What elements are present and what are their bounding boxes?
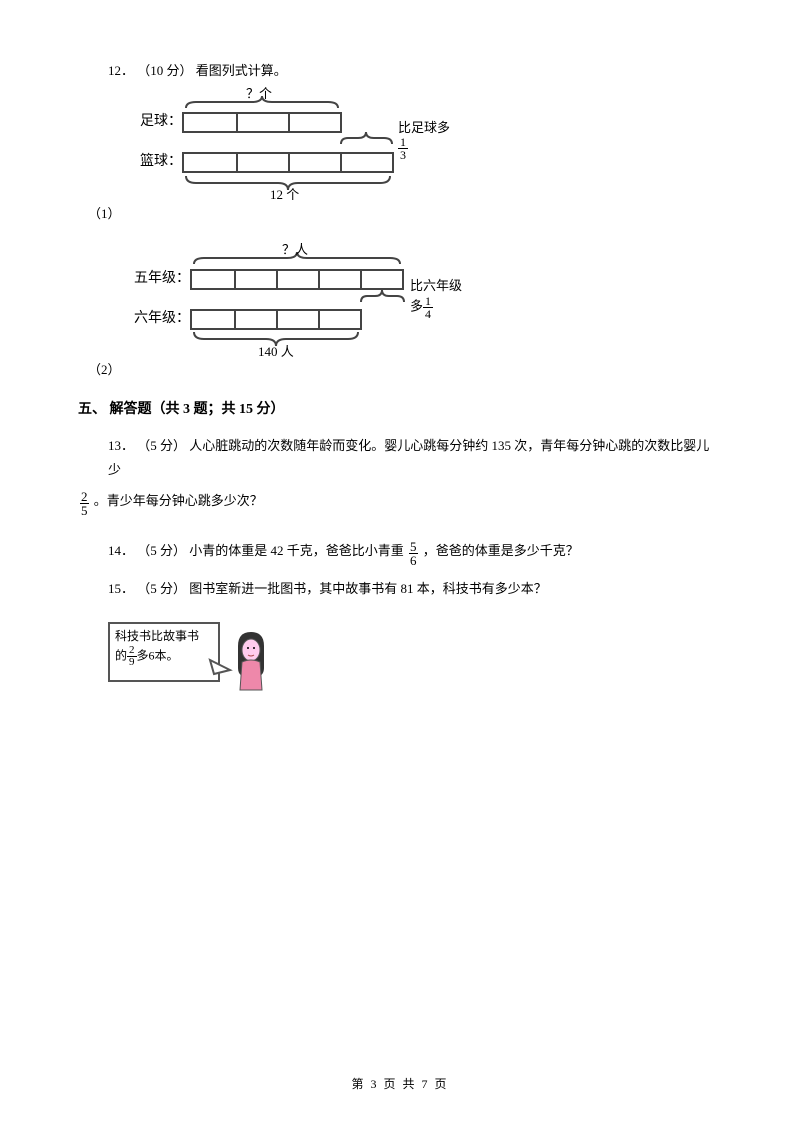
frac-n: 1 (398, 136, 408, 149)
q13-line2: 25 。青少年每分钟心跳多少次？ (78, 489, 722, 517)
frac-n: 2 (80, 490, 89, 504)
frac-d: 6 (409, 554, 418, 567)
d2-bar2 (190, 309, 362, 330)
q15-figure: 科技书比故事书 的29多6本。 (108, 622, 288, 712)
bubble-line1: 科技书比故事书 (115, 629, 199, 643)
d1-side-label: 比足球多13 (398, 120, 456, 161)
d2-top-label: ？人 (282, 238, 308, 263)
d2-row2-label: 六年级： (126, 306, 190, 333)
q12-points: （10 分） (137, 63, 192, 78)
q13-line1: 13． （5 分） 人心脏跳动的次数随年龄而变化。婴儿心跳每分钟约 135 次，… (78, 434, 722, 483)
side-brace-1 (340, 114, 400, 150)
d1-bot-label: 12 个 (270, 183, 299, 208)
d1-side-text: 比足球多 (398, 120, 450, 135)
bubble-line2-post: 多6本。 (137, 648, 179, 662)
q15-line: 15． （5 分） 图书室新进一批图书，其中故事书有 81 本，科技书有多少本？ (78, 577, 722, 602)
d2-side-label: 比六年级 多14 (410, 278, 462, 319)
q15-points: （5 分） (137, 581, 186, 596)
q15-text: 图书室新进一批图书，其中故事书有 81 本，科技书有多少本？ (189, 581, 547, 596)
speech-bubble: 科技书比故事书 的29多6本。 (108, 622, 220, 682)
d2-side-line1: 比六年级 (410, 278, 462, 293)
q14-post: ，爸爸的体重是多少千克？ (423, 543, 579, 558)
q12-sub1: （1） (78, 202, 722, 227)
q13-number: 13． (108, 438, 134, 453)
person-icon (228, 630, 274, 710)
q14-number: 14． (108, 543, 134, 558)
q12-number: 12． (108, 63, 134, 78)
d2-side-line2: 多 (410, 298, 423, 313)
q12-diagram-2: ？人 五年级： 六年级： (126, 250, 466, 352)
q14-points: （5 分） (137, 543, 186, 558)
d1-row2-label: 篮球： (126, 149, 182, 176)
frac-n: 5 (409, 540, 418, 554)
d2-row1-label: 五年级： (126, 266, 190, 293)
q13-text1: 人心脏跳动的次数随年龄而变化。婴儿心跳每分钟约 135 次，青年每分钟心跳的次数… (108, 438, 709, 478)
d1-row1-label: 足球： (126, 109, 182, 136)
q15-number: 15． (108, 581, 134, 596)
q12-text: 看图列式计算。 (196, 63, 287, 78)
q13-frac: 25 (80, 490, 89, 517)
q14-frac: 56 (409, 540, 418, 567)
q13-points: （5 分） (137, 438, 186, 453)
d2-bot-label: 140 人 (258, 340, 294, 365)
bubble-line2-pre: 的 (115, 648, 127, 662)
q12-diagram-1: ？个 足球： 篮球： (126, 94, 456, 196)
side-brace-2 (360, 274, 412, 308)
d1-top-label: ？个 (246, 82, 272, 107)
q14-pre: 小青的体重是 42 千克，爸爸比小青重 (189, 543, 407, 558)
section-5-header: 五、 解答题（共 3 题；共 15 分） (78, 397, 722, 424)
q12-prompt: 12． （10 分） 看图列式计算。 (78, 59, 722, 84)
frac-d: 3 (398, 149, 408, 161)
frac-n: 1 (423, 295, 433, 308)
d1-bar1 (182, 112, 342, 133)
frac-d: 5 (80, 504, 89, 517)
q12-sub2: （2） (78, 358, 722, 383)
q13-text2: 。青少年每分钟心跳多少次？ (91, 493, 263, 508)
frac-d: 4 (423, 308, 433, 320)
page-footer: 第 3 页 共 7 页 (0, 1075, 800, 1092)
frac-d: 9 (127, 657, 137, 668)
q14-line: 14． （5 分） 小青的体重是 42 千克，爸爸比小青重 56 ，爸爸的体重是… (78, 539, 722, 567)
